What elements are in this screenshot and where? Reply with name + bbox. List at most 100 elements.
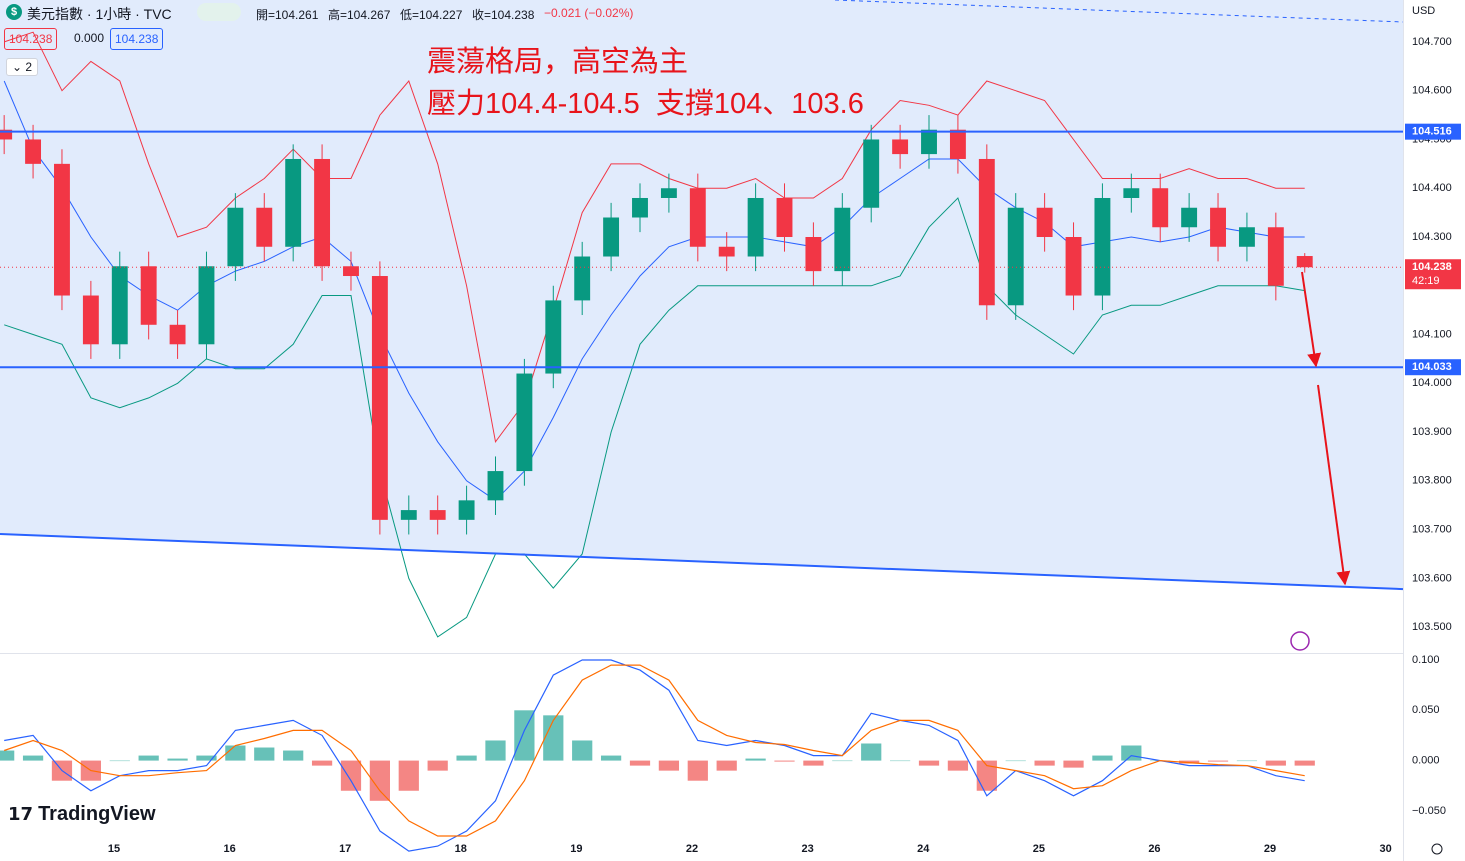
candle-body — [689, 188, 706, 247]
x-tick-label: 18 — [455, 843, 467, 855]
macd-histogram-bar — [0, 750, 15, 761]
candle-body — [227, 207, 244, 267]
macd-histogram-bar — [1294, 760, 1315, 766]
indicator-toggle[interactable]: ⌄ 2 — [6, 58, 39, 76]
symbol-logo: $ — [6, 4, 22, 20]
candle-body — [1181, 207, 1198, 228]
macd-histogram-bar — [398, 760, 419, 791]
macd-histogram-bar — [832, 760, 853, 762]
candle-body — [140, 266, 157, 325]
candle-body — [458, 500, 475, 520]
macd-histogram-bar — [889, 760, 911, 762]
macd-histogram-bar — [918, 760, 940, 766]
spread-box: 0.000 — [74, 31, 105, 45]
bollinger-middle — [3, 80, 1305, 501]
macd-histogram-bar — [138, 755, 159, 761]
candle-body — [82, 295, 99, 345]
y-tick-label: 104.000 — [1412, 377, 1452, 389]
macd-histogram-bar — [947, 760, 969, 771]
ohlc-close: 收=104.238 — [472, 8, 535, 22]
macd-histogram-bar — [254, 747, 275, 761]
macd-histogram-bar — [716, 760, 737, 771]
x-tick-label: 17 — [339, 843, 351, 855]
x-tick-label: 26 — [1148, 843, 1160, 855]
annotation: 震蕩格局，高空為主 — [427, 46, 689, 78]
candle-body — [545, 300, 562, 374]
ohlc-open: 開=104.261 — [256, 8, 319, 22]
x-tick-label: 15 — [108, 843, 120, 855]
status-pill[interactable] — [197, 3, 241, 21]
macd-histogram-bar — [600, 755, 622, 761]
trendline — [0, 532, 1404, 591]
indicator-count: 2 — [25, 60, 33, 74]
y-tick-label: 103.800 — [1412, 475, 1452, 487]
macd-histogram-bar — [543, 715, 564, 761]
candle-body — [1007, 207, 1024, 306]
macd-histogram-bar — [1063, 760, 1084, 768]
candle-body — [314, 158, 331, 267]
candle-body — [892, 139, 909, 155]
candle-body — [429, 510, 446, 520]
candle-body — [169, 324, 186, 345]
brand-text: TradingView — [38, 803, 156, 825]
y-tick-label: 103.700 — [1412, 524, 1452, 536]
macd-histogram-bar — [485, 740, 506, 761]
level-label-bg — [1405, 123, 1461, 140]
level-label: 104.516 — [1412, 126, 1452, 138]
dashed-trend — [834, 0, 1404, 23]
ohlc-high: 高=104.267 — [328, 8, 391, 22]
macd-histogram-bar — [1034, 760, 1055, 766]
macd-histogram-bar — [283, 750, 304, 761]
candle-body — [111, 266, 128, 345]
x-tick-label: 30 — [1380, 843, 1392, 855]
channel-fill — [0, 0, 1403, 590]
candle-body — [371, 276, 388, 520]
candle-body — [256, 207, 273, 247]
candle-body — [805, 237, 822, 272]
candle-body — [0, 129, 13, 140]
ask-box[interactable]: 104.238 — [110, 28, 164, 50]
alert-icon[interactable] — [1290, 631, 1310, 651]
bollinger-lower — [4, 197, 1305, 638]
candle-body — [1123, 188, 1140, 198]
macd-histogram-bar — [803, 760, 824, 766]
symbol-title[interactable]: 美元指數 · 1小時 · TVC — [27, 6, 172, 22]
macd-histogram-bar — [658, 760, 680, 771]
candle-body — [921, 129, 937, 155]
ohlc-change: −0.021 (−0.02%) — [544, 6, 634, 20]
bid-box[interactable]: 104.238 — [4, 28, 58, 50]
macd-histogram-bar — [861, 743, 882, 761]
brand-logo: 𝟭𝟳 TradingView — [8, 803, 156, 825]
candle-body — [949, 129, 966, 159]
y-tick-label: 104.300 — [1412, 231, 1452, 243]
settings-icon[interactable] — [1431, 843, 1443, 855]
candle-body — [285, 158, 302, 247]
candle-body — [574, 256, 591, 301]
macd-histogram-bar — [629, 760, 651, 766]
candle-body — [516, 373, 533, 472]
y-tick-label: 104.100 — [1412, 328, 1452, 340]
candle-body — [1036, 207, 1053, 238]
macd-histogram-bar — [22, 755, 44, 761]
macd-histogram-bar — [1092, 755, 1113, 761]
macd-histogram-bar — [369, 760, 390, 801]
x-tick-label: 29 — [1264, 843, 1276, 855]
x-tick-label: 23 — [802, 843, 814, 855]
candle-body — [1267, 227, 1284, 286]
candle-body — [632, 197, 648, 218]
candle-body — [54, 163, 70, 296]
candle-body — [776, 197, 793, 238]
candle-body — [25, 139, 42, 164]
last-price-label: 104.238 — [1412, 261, 1452, 273]
bollinger-upper — [4, 31, 1305, 444]
candle-body — [834, 207, 851, 272]
currency-label[interactable]: USD — [1412, 5, 1436, 17]
macd-histogram-bar — [687, 760, 708, 781]
candle-body — [1296, 256, 1313, 268]
x-tick-label: 25 — [1033, 843, 1045, 855]
y-tick-label: −0.050 — [1412, 805, 1446, 817]
macd-histogram-bar — [1121, 745, 1142, 761]
y-tick-label: 0.000 — [1412, 754, 1440, 766]
macd-histogram-bar — [311, 760, 333, 766]
